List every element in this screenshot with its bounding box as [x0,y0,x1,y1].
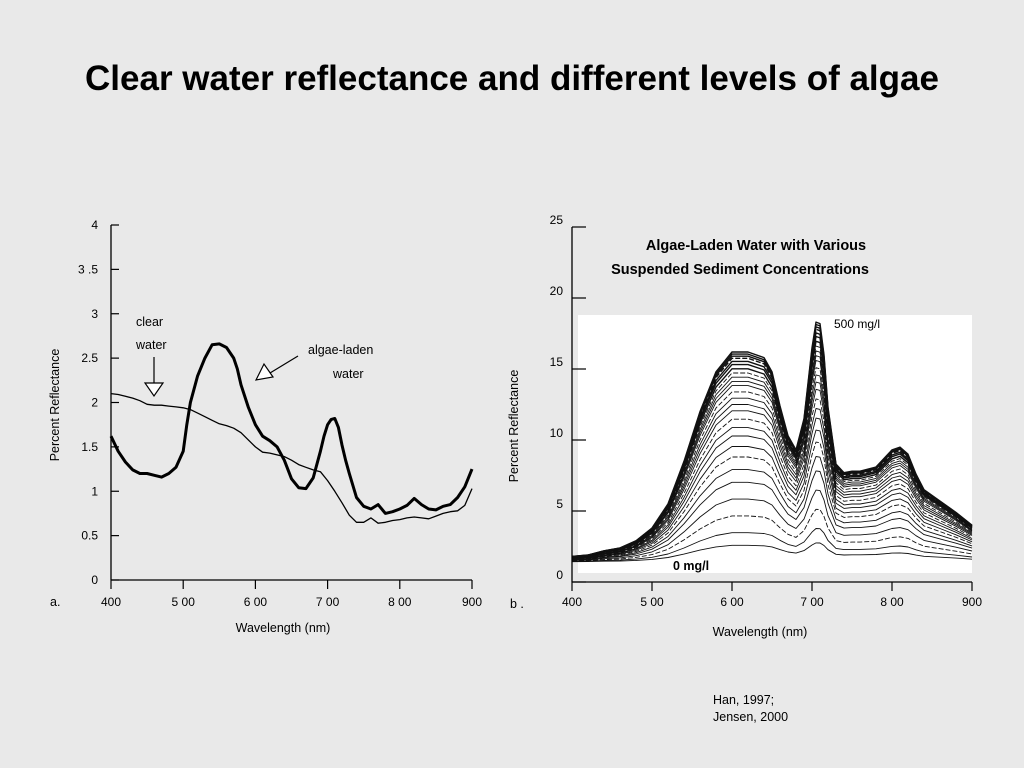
sediment-concentration-line [571,355,973,558]
panel-b-x-axis-label: Wavelength (nm) [713,625,808,639]
sediment-concentration-line [571,374,973,559]
panel-b-y-axis-label: Percent Reflectance [507,370,521,483]
panel-b-axes [571,227,972,583]
panel-b-plot-background [578,315,972,573]
panel-a-y-tick-label: 1 [91,484,98,498]
panel-a-x-axis-label: Wavelength (nm) [236,621,331,635]
clear-water-annotation-line2: water [135,338,167,352]
panel-b-y-tick-label: 0 [556,568,563,582]
panel-a-label: a. [50,595,60,609]
citation-line-2: Jensen, 2000 [713,710,789,724]
panel-a-ticks: 0 0.5 1 1.5 2 2.5 3 3 .5 4 400 5 00 6 00 7 00 8 00 900 [78,218,482,609]
panel-a-y-tick-label: 2 [91,396,98,410]
panel-a-x-tick-label: 8 00 [388,595,412,609]
panel-b-y-tick-label: 10 [550,426,564,440]
panel-b-ticks: 0 5 10 15 20 25 400 5 00 6 00 7 00 8 00 900 [550,213,983,609]
panel-b-y-tick-label: 25 [550,213,564,227]
panel-b-series [571,321,973,563]
panel-b-x-tick-label: 400 [562,595,582,609]
panel-a-y-tick-label: 2.5 [81,351,98,365]
algae-laden-water-line [109,342,474,515]
panel-a-axes [110,225,472,581]
panel-a-y-tick-label: 3 [91,307,98,321]
panel-a-x-tick-label: 7 00 [316,595,340,609]
panel-b-title-line1: Algae-Laden Water with Various [646,238,866,254]
sediment-concentration-line [571,360,973,558]
slide-title: Clear water reflectance and different le… [85,59,939,98]
algae-water-annotation-line1: algae-laden [308,343,373,357]
panel-b-y-tick-label: 15 [550,355,564,369]
citation: Han, 1997; Jensen, 2000 [713,692,788,726]
sediment-concentration-line [571,388,973,559]
sediment-concentration-line [571,408,973,559]
series-label-0: 0 mg/l [673,559,709,573]
panel-a-x-tick-label: 5 00 [172,595,196,609]
sediment-concentration-line [571,417,973,560]
sediment-concentration-line [571,470,973,561]
panel-a-y-tick-label: 3 .5 [78,262,98,276]
panel-a-chart: 0 0.5 1 1.5 2 2.5 3 3 .5 4 400 5 00 6 00 7 00 8 00 900… [48,218,482,635]
sediment-concentration-line [571,367,973,558]
panel-a-y-tick-label: 0.5 [81,529,98,543]
panel-b-label: b . [510,597,524,611]
sediment-concentration-line [571,321,973,558]
panel-b-y-tick-label: 20 [550,284,564,298]
panel-a-x-tick-label: 6 00 [244,595,268,609]
panel-a-y-axis-label: Percent Reflectance [48,349,62,462]
panel-a-x-tick-label: 900 [462,595,482,609]
panel-b-y-tick-label: 5 [556,497,563,511]
sediment-concentration-line [571,456,973,561]
panel-a-series [109,342,474,524]
panel-a-y-tick-label: 1.5 [81,440,98,454]
sediment-concentration-line [571,398,973,559]
sediment-concentration-line [571,528,973,562]
panel-b-x-tick-label: 8 00 [880,595,904,609]
panel-b-title-line2: Suspended Sediment Concentrations [611,262,869,278]
sediment-concentration-line [571,441,973,560]
panel-a-y-tick-label: 4 [91,218,98,232]
sediment-concentration-line [571,429,973,560]
sediment-concentration-line [571,542,973,563]
panel-b-chart: 0 5 10 15 20 25 400 5 00 6 00 7 00 8 00 900 Algae-L… [507,213,982,639]
sediment-concentration-line [571,381,973,559]
algae-water-annotation-line2: water [332,367,364,381]
algae-water-arrow-icon [254,355,299,381]
clear-water-arrow-icon [143,357,165,398]
sediment-concentration-line [571,489,973,561]
series-label-500: 500 mg/l [834,317,880,331]
panel-b-x-tick-label: 6 00 [720,595,744,609]
sediment-concentration-line [571,508,973,562]
clear-water-annotation-line1: clear [136,315,163,329]
panel-a-y-tick-label: 0 [91,573,98,587]
citation-line-1: Han, 1997; [713,693,775,707]
panel-a-x-tick-label: 400 [101,595,121,609]
panel-b-x-tick-label: 900 [962,595,982,609]
panel-b-x-tick-label: 5 00 [640,595,664,609]
panel-b-x-tick-label: 7 00 [800,595,824,609]
clear-water-line [110,392,473,524]
